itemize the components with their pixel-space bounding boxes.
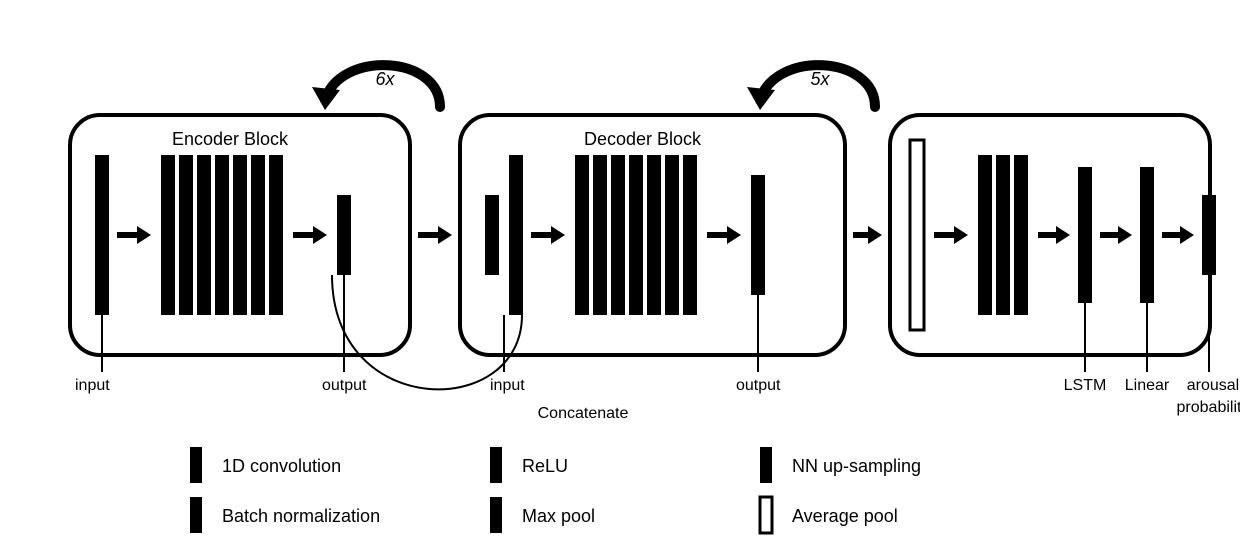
linear-bar: [1140, 167, 1154, 303]
decoder-repeat-head: [747, 87, 775, 110]
decoder-cluster-bar-6: [683, 155, 697, 315]
encoder-output-label: output: [322, 377, 367, 394]
inter-arrow-1-head: [438, 226, 452, 244]
head-cluster-bar-1: [996, 155, 1010, 315]
encoder-output-bar: [337, 195, 351, 275]
legend-icon-relu: [490, 447, 502, 483]
decoder-input-bar-a: [485, 195, 499, 275]
legend-label-avgpool: Average pool: [792, 506, 898, 526]
legend-icon-maxpool: [490, 497, 502, 533]
arousal-bar: [1202, 195, 1216, 275]
encoder-input-bar: [95, 155, 109, 315]
encoder-repeat-head: [312, 87, 340, 110]
encoder-cluster-bar-4: [233, 155, 247, 315]
lstm-label: LSTM: [1064, 377, 1107, 394]
head-arrow-1-head: [954, 226, 968, 244]
concat-label: Concatenate: [538, 405, 629, 422]
encoder-arrow-2-head: [313, 226, 327, 244]
decoder-cluster-bar-0: [575, 155, 589, 315]
encoder-cluster-bar-0: [161, 155, 175, 315]
probability-label: probability: [1177, 399, 1240, 416]
decoder-title: Decoder Block: [584, 129, 702, 149]
encoder-cluster-bar-1: [179, 155, 193, 315]
encoder-arrow-1-head: [137, 226, 151, 244]
head-arrow-2-head: [1056, 226, 1070, 244]
encoder-cluster-bar-2: [197, 155, 211, 315]
decoder-cluster-bar-2: [611, 155, 625, 315]
legend-icon-upsample: [760, 447, 772, 483]
decoder-cluster-bar-5: [665, 155, 679, 315]
decoder-input-label: input: [490, 377, 525, 394]
legend-label-upsample: NN up-sampling: [792, 456, 921, 476]
inter-arrow-2-head: [868, 226, 882, 244]
decoder-repeat-badge: 5x: [810, 69, 830, 89]
legend-icon-conv1d: [190, 447, 202, 483]
encoder-repeat-badge: 6x: [375, 69, 395, 89]
concat-connector: [332, 275, 522, 389]
legend-icon-bn: [190, 497, 202, 533]
head-cluster-bar-2: [1014, 155, 1028, 315]
encoder-cluster-bar-5: [251, 155, 265, 315]
legend-label-bn: Batch normalization: [222, 506, 380, 526]
encoder-cluster-bar-3: [215, 155, 229, 315]
decoder-cluster-bar-3: [629, 155, 643, 315]
head-cluster-bar-0: [978, 155, 992, 315]
decoder-arrow-1-head: [551, 226, 565, 244]
decoder-arrow-2-head: [727, 226, 741, 244]
decoder-output-label: output: [736, 377, 781, 394]
arousal-label: arousal: [1187, 377, 1239, 394]
encoder-cluster-bar-6: [269, 155, 283, 315]
head-arrow-4-head: [1180, 226, 1194, 244]
avgpool-bar: [910, 140, 924, 330]
encoder-title: Encoder Block: [172, 129, 289, 149]
linear-label: Linear: [1125, 377, 1170, 394]
legend-label-relu: ReLU: [522, 456, 568, 476]
legend-label-maxpool: Max pool: [522, 506, 595, 526]
decoder-cluster-bar-1: [593, 155, 607, 315]
decoder-input-bar-b: [509, 155, 523, 315]
decoder-output-bar: [751, 175, 765, 295]
lstm-bar: [1078, 167, 1092, 303]
head-arrow-3-head: [1118, 226, 1132, 244]
decoder-cluster-bar-4: [647, 155, 661, 315]
legend-icon-avgpool: [760, 497, 772, 533]
legend-label-conv1d: 1D convolution: [222, 456, 341, 476]
encoder-input-label: input: [75, 377, 110, 394]
